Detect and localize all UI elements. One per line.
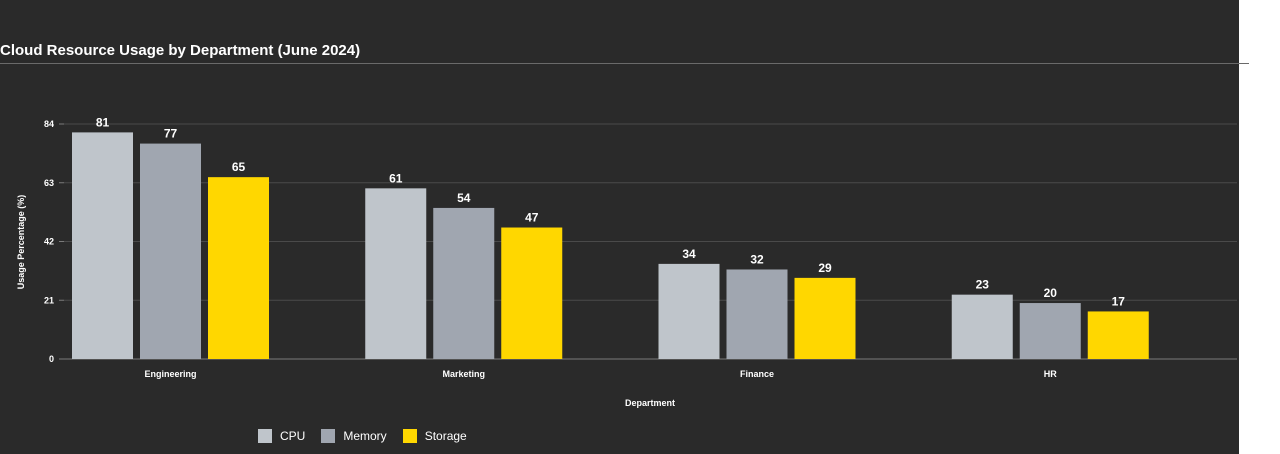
legend-label-memory: Memory	[343, 429, 387, 443]
data-label: 32	[750, 252, 764, 266]
data-label: 17	[1112, 294, 1126, 308]
bar-storage-finance	[794, 277, 856, 359]
legend-item-cpu[interactable]: CPU	[258, 429, 305, 443]
data-label: 23	[976, 278, 990, 292]
chart-panel: Cloud Resource Usage by Department (June…	[0, 0, 1249, 454]
bar-cpu-engineering	[72, 132, 133, 359]
y-axis-label: Usage Percentage (%)	[16, 195, 26, 290]
legend-label-cpu: CPU	[280, 429, 306, 443]
y-tick-label: 0	[49, 354, 54, 364]
bar-memory-marketing	[433, 207, 495, 359]
y-tick-label: 42	[44, 237, 54, 247]
data-label: 34	[682, 247, 696, 261]
y-tick-label: 63	[44, 178, 54, 188]
y-tick-label: 84	[44, 119, 54, 129]
bar-memory-hr	[1019, 303, 1081, 359]
y-tick-label: 21	[44, 295, 54, 305]
legend-swatch-memory	[321, 429, 336, 443]
title-divider	[0, 63, 1240, 64]
data-label: 20	[1044, 286, 1058, 300]
x-tick-label: HR	[1044, 369, 1057, 379]
legend-swatch-storage	[402, 429, 417, 443]
bar-memory-engineering	[140, 143, 201, 359]
legend-swatch-cpu	[258, 429, 272, 443]
data-label: 77	[164, 127, 178, 141]
legend: CPU Memory Storage	[258, 429, 483, 443]
bar-storage-hr	[1087, 311, 1149, 359]
data-label: 54	[457, 191, 471, 205]
bar-cpu-marketing	[365, 188, 427, 359]
x-tick-label: Marketing	[442, 369, 485, 379]
bar-storage-marketing	[501, 227, 563, 359]
data-label: 65	[232, 160, 246, 174]
data-label: 81	[96, 115, 110, 129]
legend-item-memory[interactable]: Memory	[321, 429, 387, 443]
edge-tick	[1240, 63, 1249, 64]
bar-storage-engineering	[208, 177, 269, 359]
data-label: 47	[525, 211, 539, 225]
x-axis-label: Department	[625, 398, 675, 408]
legend-label-storage: Storage	[424, 429, 467, 443]
bar-chart: 0 21 42 63 84 Usage Percentage (%) Department 8…	[16, 115, 1237, 408]
bar-memory-finance	[726, 269, 788, 359]
data-label: 61	[389, 171, 403, 185]
legend-item-storage[interactable]: Storage	[402, 429, 467, 443]
chart-title: Cloud Resource Usage by Department (June…	[0, 42, 361, 59]
bar-cpu-hr	[951, 294, 1013, 359]
x-tick-label: Engineering	[144, 369, 196, 379]
bar-cpu-finance	[658, 263, 720, 359]
x-tick-label: Finance	[740, 369, 774, 379]
data-label: 29	[818, 261, 832, 275]
